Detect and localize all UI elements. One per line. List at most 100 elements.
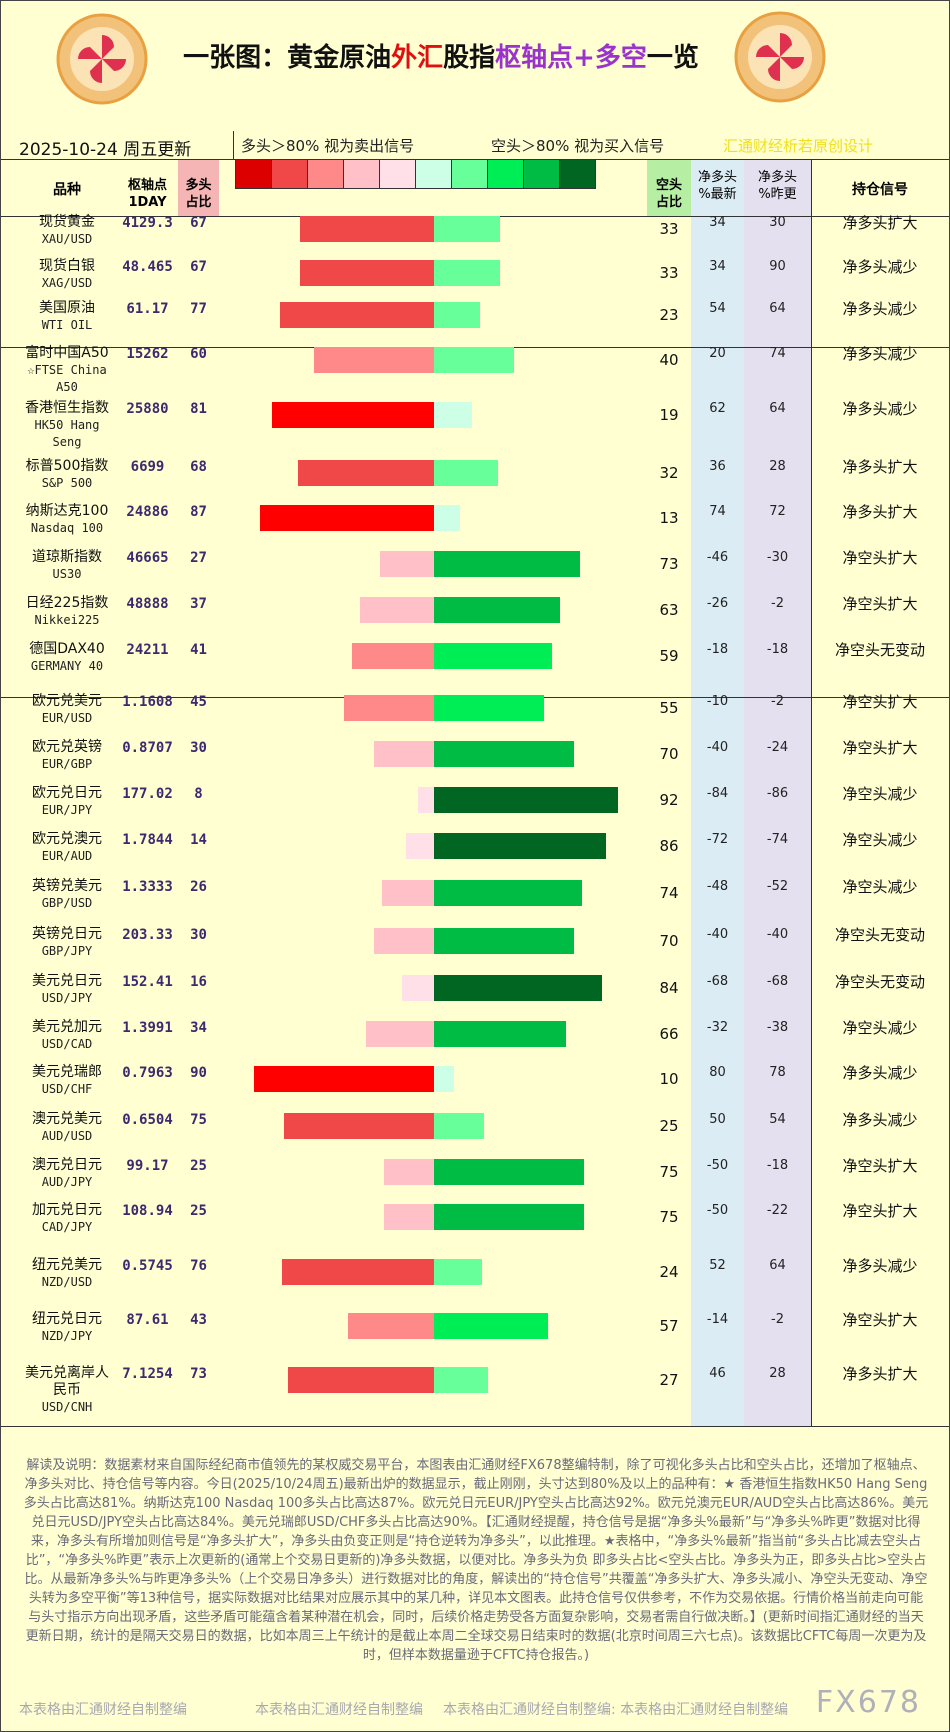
- signal: 净空头减少: [842, 1019, 918, 1037]
- title-part: 枢轴点+多空: [495, 43, 647, 73]
- signal: 净空头无变动: [834, 973, 925, 991]
- instrument: 纽元兑日元 NZD/JPY: [21, 1311, 113, 1345]
- long-pct: 27: [190, 550, 207, 566]
- instrument-name: 欧元兑日元: [32, 785, 102, 801]
- long-bar: [284, 1113, 434, 1139]
- long-pct: 77: [190, 301, 207, 317]
- net-prev: -2: [771, 694, 784, 709]
- instrument-code: S&P 500: [41, 476, 93, 490]
- instrument: 美元兑离岸人民币 USD/CNH: [21, 1365, 113, 1416]
- short-bar: [434, 643, 552, 669]
- net-latest: 34: [709, 259, 726, 274]
- instrument: 香港恒生指数 HK50 Hang Seng: [21, 400, 113, 451]
- short-pct: 19: [659, 406, 679, 424]
- instrument: 欧元兑澳元 EUR/AUD: [21, 831, 113, 865]
- title-part: 一览: [646, 43, 699, 73]
- signal: 净空头无变动: [834, 641, 925, 659]
- col-header: 品种: [53, 182, 81, 198]
- col-header: 净多头 %最新: [691, 169, 744, 203]
- short-bar: [434, 597, 560, 623]
- short-bar: [434, 1313, 548, 1339]
- credit: 汇通财经析若原创设计: [723, 137, 874, 155]
- signal: 净多头减少: [842, 258, 918, 276]
- note: 解读及说明：数据素材来自国际经纪商市值领先的某权威交易平台，本图表由汇通财经FX…: [23, 1458, 929, 1663]
- signal: 净空头扩大: [842, 1311, 918, 1329]
- col-header-line: 空头: [655, 178, 682, 193]
- net-latest: -50: [706, 1203, 729, 1218]
- long-pct: 81: [190, 401, 207, 417]
- net-prev-column-bg: [744, 159, 811, 1426]
- instrument-code: USD/CHF: [41, 1082, 93, 1096]
- signal: 净空头扩大: [842, 693, 918, 711]
- net-prev: -86: [766, 786, 789, 801]
- instrument: 美元兑加元 USD/CAD: [21, 1019, 113, 1053]
- instrument-code: EUR/JPY: [41, 803, 93, 817]
- instrument: 英镑兑日元 GBP/JPY: [21, 926, 113, 960]
- net-prev: -74: [766, 832, 789, 847]
- instrument: 德国DAX40 GERMANY 40: [21, 641, 113, 675]
- net-prev: -52: [766, 879, 789, 894]
- instrument-name: 现货黄金: [39, 214, 95, 230]
- instrument-name: 美元兑加元: [32, 1019, 102, 1035]
- instrument: 美元兑瑞郎 USD/CHF: [21, 1064, 113, 1098]
- title-part: 股指: [443, 43, 496, 73]
- net-latest: 34: [709, 215, 726, 230]
- long-pct: 45: [190, 694, 207, 710]
- pivot: 25880: [126, 401, 169, 417]
- net-latest: -40: [706, 740, 729, 755]
- legend-divider: [233, 131, 234, 159]
- pivot: 1.1608: [122, 694, 173, 710]
- long-bar: [406, 833, 434, 859]
- short-pct: 75: [659, 1208, 679, 1226]
- instrument: 澳元兑日元 AUD/JPY: [21, 1157, 113, 1191]
- short-pct: 57: [659, 1317, 679, 1335]
- footer-note: 本表格由汇通财经自制整编: [19, 1702, 187, 1718]
- instrument: 纳斯达克100 Nasdaq 100: [21, 503, 113, 537]
- pivot: 24886: [126, 504, 169, 520]
- instrument: 标普500指数 S&P 500: [21, 458, 113, 492]
- long-bar: [272, 402, 434, 428]
- instrument: 现货黄金 XAU/USD: [21, 214, 113, 248]
- short-pct: 92: [659, 791, 679, 809]
- short-pct: 74: [659, 884, 679, 902]
- instrument: 欧元兑日元 EUR/JPY: [21, 785, 113, 819]
- net-prev: 64: [769, 1258, 786, 1273]
- long-bar: [300, 216, 434, 242]
- net-latest: 20: [709, 346, 726, 361]
- col-header-line: 净多头: [697, 170, 737, 185]
- instrument-name: 欧元兑澳元: [32, 831, 102, 847]
- long-pct: 41: [190, 642, 207, 658]
- short-bar: [434, 1367, 488, 1393]
- net-latest: -40: [706, 927, 729, 942]
- short-pct: 75: [659, 1163, 679, 1181]
- title: 一张图：黄金原油外汇股指枢轴点+多空一览: [151, 37, 731, 74]
- pivot: 87.61: [126, 1312, 169, 1328]
- pivot: 203.33: [122, 927, 173, 943]
- signal: 净多头减少: [842, 400, 918, 418]
- net-latest: -18: [706, 642, 729, 657]
- net-latest: -72: [706, 832, 729, 847]
- long-header-bg: [178, 159, 219, 216]
- short-bar: [434, 787, 618, 813]
- instrument-name: 富时中国A50: [25, 345, 109, 361]
- long-pct: 43: [190, 1312, 207, 1328]
- long-pct: 34: [190, 1020, 207, 1036]
- instrument: 美元兑日元 USD/JPY: [21, 973, 113, 1007]
- short-pct: 66: [659, 1025, 679, 1043]
- short-pct: 55: [659, 699, 679, 717]
- net-latest: -48: [706, 879, 729, 894]
- long-pct: 67: [190, 215, 207, 231]
- long-bar: [254, 1066, 434, 1092]
- short-bar: [434, 880, 582, 906]
- instrument-code: USD/CNH: [41, 1400, 93, 1414]
- instrument-code: NZD/USD: [41, 1275, 93, 1289]
- long-bar: [260, 505, 434, 531]
- instrument: 欧元兑英镑 EUR/GBP: [21, 739, 113, 773]
- long-pct: 25: [190, 1158, 207, 1174]
- instrument-code: EUR/USD: [41, 711, 93, 725]
- instrument-name: 加元兑日元: [32, 1202, 102, 1218]
- brand: FX678: [815, 1685, 921, 1720]
- instrument-code: GBP/JPY: [41, 944, 93, 958]
- legend-swatch: [307, 159, 344, 189]
- pivot: 177.02: [122, 786, 173, 802]
